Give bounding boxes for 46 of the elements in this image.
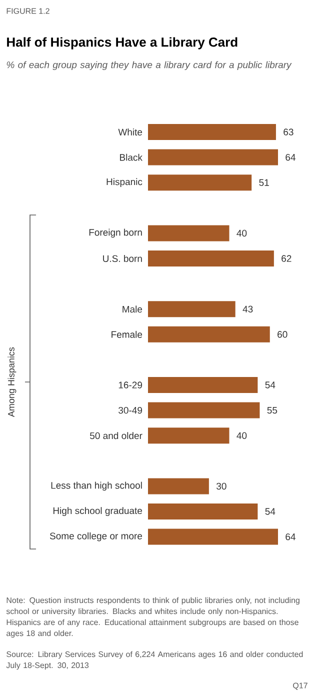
y-tick-label: Male xyxy=(122,306,142,313)
y-tick-label: U.S. born xyxy=(103,255,142,262)
text: Q17 xyxy=(293,682,308,690)
y-tick-label: Black xyxy=(120,154,142,161)
text: Among Hispanics xyxy=(8,347,16,417)
y-tick-label: Some college or more xyxy=(50,532,142,542)
data-label: 54 xyxy=(265,382,276,388)
y-tick-label: 16-29 xyxy=(118,382,142,388)
data-label: 62 xyxy=(282,255,292,262)
data-label: 43 xyxy=(242,306,253,312)
bar xyxy=(148,504,258,520)
data-label: 64 xyxy=(286,154,296,161)
y-tick-label: Female xyxy=(112,330,142,338)
bar xyxy=(148,149,278,166)
y-tick-label: Less than high school xyxy=(51,482,142,491)
y-tick-label: White xyxy=(118,128,142,136)
y-tick-label: High school graduate xyxy=(53,507,142,516)
y-tick-label: Hispanic xyxy=(106,178,142,188)
data-label: 64 xyxy=(286,533,296,540)
bar xyxy=(148,326,270,342)
bar xyxy=(148,250,274,266)
y-tick-label: Foreign born xyxy=(89,228,142,238)
bar xyxy=(148,124,276,140)
chart-subtitle: % of each group saying they have a library card for a public library xyxy=(6,61,292,70)
text: Note: Question instructs respondents to think of public libraries only, not including school or university libraries. Blacks and whites include only non-Hispanics. Hispanics are of any race. Educational attainment subgroups are based on those ages 18 and older. xyxy=(6,597,300,638)
data-label: 40 xyxy=(236,432,247,439)
caption: FIGURE 1.2 xyxy=(6,8,50,14)
source-note: Source: Library Services Survey of 6,224 Americans ages 16 and older conducted July 18-Sept. 30, 2013 xyxy=(6,651,303,670)
data-label: 51 xyxy=(259,179,269,186)
bar xyxy=(148,402,260,418)
bar xyxy=(148,478,209,494)
bar xyxy=(148,528,278,545)
data-label: 63 xyxy=(284,128,294,136)
data-label: 40 xyxy=(236,230,247,237)
bar xyxy=(148,377,258,393)
bar xyxy=(148,225,230,242)
bar xyxy=(148,301,236,318)
data-label: 60 xyxy=(278,331,288,338)
chart-title: Half of Hispanics Have a Library Card xyxy=(7,37,238,50)
bar xyxy=(148,428,230,444)
data-label: 54 xyxy=(265,508,276,515)
bar xyxy=(148,174,252,191)
y-tick-label: 50 and older xyxy=(90,432,142,440)
y-tick-label: 30-49 xyxy=(118,406,142,414)
data-label: 55 xyxy=(267,406,278,414)
data-label: 30 xyxy=(216,482,226,490)
